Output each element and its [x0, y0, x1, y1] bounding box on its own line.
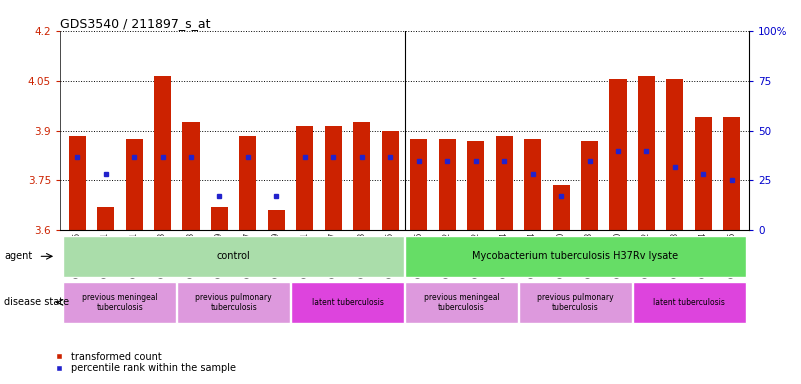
Bar — [496, 136, 513, 230]
FancyBboxPatch shape — [63, 282, 176, 323]
Bar — [382, 131, 399, 230]
FancyBboxPatch shape — [519, 282, 632, 323]
Bar — [69, 136, 86, 230]
Bar — [154, 76, 171, 230]
Bar — [467, 141, 485, 230]
Text: agent: agent — [4, 251, 32, 262]
Text: latent tuberculosis: latent tuberculosis — [312, 298, 384, 307]
Text: disease state: disease state — [4, 297, 69, 308]
Bar — [97, 207, 115, 230]
Bar — [126, 139, 143, 230]
FancyBboxPatch shape — [63, 236, 404, 276]
Text: previous meningeal
tuberculosis: previous meningeal tuberculosis — [424, 293, 499, 312]
FancyBboxPatch shape — [633, 282, 746, 323]
Bar — [268, 210, 285, 230]
Bar — [353, 122, 370, 230]
Text: previous meningeal
tuberculosis: previous meningeal tuberculosis — [82, 293, 158, 312]
Text: previous pulmonary
tuberculosis: previous pulmonary tuberculosis — [195, 293, 272, 312]
Text: Mycobacterium tuberculosis H37Rv lysate: Mycobacterium tuberculosis H37Rv lysate — [473, 251, 678, 262]
FancyBboxPatch shape — [405, 236, 746, 276]
Bar — [553, 185, 570, 230]
Bar — [723, 117, 740, 230]
Bar — [211, 207, 228, 230]
Bar — [610, 79, 626, 230]
Bar — [581, 141, 598, 230]
Bar — [666, 79, 683, 230]
FancyBboxPatch shape — [177, 282, 290, 323]
Text: GDS3540 / 211897_s_at: GDS3540 / 211897_s_at — [60, 17, 211, 30]
Text: previous pulmonary
tuberculosis: previous pulmonary tuberculosis — [537, 293, 614, 312]
Bar — [524, 139, 541, 230]
FancyBboxPatch shape — [292, 282, 404, 323]
Bar — [410, 139, 427, 230]
Bar — [296, 126, 313, 230]
FancyBboxPatch shape — [405, 282, 517, 323]
Text: control: control — [217, 251, 251, 262]
Bar — [183, 122, 199, 230]
Bar — [324, 126, 342, 230]
Legend: transformed count, percentile rank within the sample: transformed count, percentile rank withi… — [45, 348, 240, 377]
Bar — [239, 136, 256, 230]
Bar — [638, 76, 655, 230]
Text: latent tuberculosis: latent tuberculosis — [654, 298, 725, 307]
Bar — [439, 139, 456, 230]
Bar — [694, 117, 712, 230]
